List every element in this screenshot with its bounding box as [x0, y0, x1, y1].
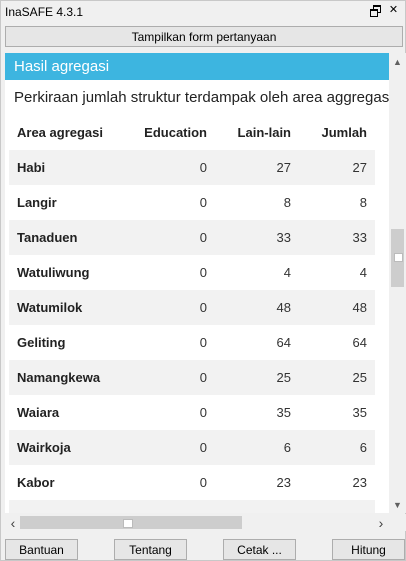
cell-area: Habi	[17, 160, 46, 175]
scroll-down-icon[interactable]: ▼	[393, 499, 402, 510]
table-row: Habi 0 27 27	[9, 150, 375, 185]
cell-total: 27	[352, 160, 367, 175]
section-description: Perkiraan jumlah struktur terdampak oleh…	[14, 89, 389, 106]
cell-total: 33	[352, 230, 367, 245]
cell-other: 25	[276, 370, 291, 385]
print-button[interactable]: Cetak ...	[223, 539, 296, 560]
float-window-icon[interactable]	[370, 5, 381, 17]
window-title: InaSAFE 4.3.1	[5, 5, 84, 19]
cell-other: 6	[283, 440, 291, 455]
cell-other: 4	[283, 265, 291, 280]
cell-other: 23	[276, 475, 291, 490]
window-controls: ✕	[370, 4, 399, 17]
about-button[interactable]: Tentang	[114, 539, 187, 560]
cell-other: 8	[283, 195, 291, 210]
table-row: Langir 0 8 8	[9, 185, 375, 220]
cell-other: 35	[276, 405, 291, 420]
show-question-form-button[interactable]: Tampilkan form pertanyaan	[5, 26, 403, 47]
table-row: Tanaduen 0 33 33	[9, 220, 375, 255]
run-button[interactable]: Hitung	[332, 539, 405, 560]
scroll-left-icon[interactable]: ‹	[10, 514, 16, 531]
cell-area: Watumilok	[17, 300, 83, 315]
column-header-area: Area agregasi	[17, 125, 103, 140]
column-header-total: Jumlah	[321, 125, 367, 140]
report-panel: Hasil agregasi Perkiraan jumlah struktur…	[5, 53, 389, 513]
cell-total: 35	[352, 405, 367, 420]
cell-other: 33	[276, 230, 291, 245]
horizontal-scroll-thumb[interactable]	[20, 516, 242, 529]
table-row: Waiara 0 35 35	[9, 395, 375, 430]
cell-total: 6	[359, 440, 367, 455]
cell-education: 0	[199, 265, 207, 280]
cell-area: Waiara	[17, 405, 60, 420]
cell-total: 4	[359, 265, 367, 280]
close-icon[interactable]: ✕	[388, 4, 399, 16]
cell-area: Tanaduen	[17, 230, 78, 245]
cell-area: Geliting	[17, 335, 66, 350]
cell-area: Watuliwung	[17, 265, 90, 280]
cell-education: 0	[199, 300, 207, 315]
cell-total: 48	[352, 300, 367, 315]
cell-total: 23	[352, 475, 367, 490]
cell-area: Wairkoja	[17, 440, 71, 455]
table-row	[9, 500, 375, 513]
cell-other: 27	[276, 160, 291, 175]
cell-education: 0	[199, 475, 207, 490]
scroll-up-icon[interactable]: ▲	[393, 56, 402, 67]
scroll-right-icon[interactable]: ›	[378, 514, 384, 531]
cell-area: Kabor	[17, 475, 55, 490]
cell-education: 0	[199, 370, 207, 385]
cell-education: 0	[199, 405, 207, 420]
table-row: Watuliwung 0 4 4	[9, 255, 375, 290]
vertical-scroll-thumb[interactable]	[391, 229, 404, 287]
cell-total: 64	[352, 335, 367, 350]
table-row: Watumilok 0 48 48	[9, 290, 375, 325]
table-row: Namangkewa 0 25 25	[9, 360, 375, 395]
help-button[interactable]: Bantuan	[5, 539, 78, 560]
section-title: Hasil agregasi	[5, 53, 389, 80]
table-header-row: Area agregasi Education Lain-lain Jumlah	[9, 115, 375, 150]
horizontal-scrollbar[interactable]: ‹ ›	[5, 514, 389, 531]
column-header-other: Lain-lain	[237, 125, 291, 140]
table-row: Kabor 0 23 23	[9, 465, 375, 500]
cell-education: 0	[199, 440, 207, 455]
cell-total: 25	[352, 370, 367, 385]
column-header-education: Education	[144, 125, 207, 140]
cell-area: Langir	[17, 195, 57, 210]
cell-education: 0	[199, 230, 207, 245]
scrollbar-corner	[389, 514, 406, 531]
cell-other: 48	[276, 300, 291, 315]
cell-education: 0	[199, 195, 207, 210]
title-bar: InaSAFE 4.3.1 ✕	[1, 1, 405, 23]
cell-education: 0	[199, 160, 207, 175]
table-row: Geliting 0 64 64	[9, 325, 375, 360]
cell-total: 8	[359, 195, 367, 210]
cell-other: 64	[276, 335, 291, 350]
table-row: Wairkoja 0 6 6	[9, 430, 375, 465]
vertical-scrollbar[interactable]: ▲ ▼	[389, 53, 406, 513]
cell-area: Namangkewa	[17, 370, 101, 385]
aggregation-table: Area agregasi Education Lain-lain Jumlah…	[9, 115, 375, 513]
cell-education: 0	[199, 335, 207, 350]
